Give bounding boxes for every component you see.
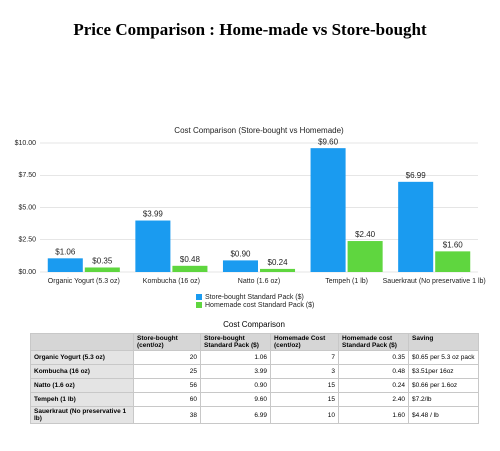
table-title: Cost Comparison — [223, 320, 285, 329]
header-cell: Saving — [408, 333, 479, 351]
table-cell: 20 — [133, 350, 201, 365]
table-cell: 2.40 — [338, 392, 409, 407]
y-tick-label: $2.50 — [18, 237, 36, 244]
legend-label: Store-bought Standard Pack ($) — [205, 294, 304, 301]
table-row: Tempeh (1 lb) 60 9.60 15 2.40 $7.2/lb — [30, 392, 479, 407]
value-label: $9.60 — [318, 137, 339, 146]
table-cell: Kombucha (16 oz) — [30, 364, 134, 379]
table-cell: 0.24 — [338, 378, 409, 393]
table-cell: Natto (1.6 oz) — [30, 378, 134, 393]
y-tick-label: $10.00 — [15, 140, 37, 147]
bar — [310, 148, 346, 272]
table-cell: 1.06 — [200, 350, 271, 365]
page-title: Price Comparison : Home-made vs Store-bo… — [73, 20, 427, 39]
table-cell: $3.51per 16oz — [408, 364, 479, 379]
value-label: $3.99 — [143, 210, 164, 219]
table-cell: 25 — [133, 364, 201, 379]
value-label: $0.48 — [180, 255, 201, 264]
table-cell: 1.60 — [338, 406, 409, 424]
x-tick-label: Kombucha (16 oz) — [143, 278, 200, 285]
table-cell: $0.65 per 5.3 oz pack — [408, 350, 479, 365]
bar — [47, 258, 83, 272]
bar — [84, 267, 120, 272]
header-cell: Store-bought Standard Pack ($) — [200, 333, 271, 351]
table-cell: $7.2/lb — [408, 392, 479, 407]
x-tick-label: Natto (1.6 oz) — [238, 278, 280, 285]
y-tick-label: $5.00 — [18, 204, 36, 211]
bar — [435, 251, 471, 272]
header-cell — [30, 333, 134, 351]
table-cell: 15 — [270, 378, 339, 393]
bar — [172, 265, 208, 272]
table-cell: 60 — [133, 392, 201, 407]
y-tick-label: $7.50 — [18, 172, 36, 179]
table-cell: 3 — [270, 364, 339, 379]
table-row: Natto (1.6 oz) 56 0.90 15 0.24 $0.66 per 1.6o… — [30, 378, 479, 393]
table-cell: 38 — [133, 406, 201, 424]
x-tick-label: Tempeh (1 lb) — [325, 278, 368, 285]
table-row: Organic Yogurt (5.3 oz) 20 1.06 7 0.35 $0.65 … — [30, 350, 479, 365]
table-cell: Sauerkraut (No preservative 1 lb) — [30, 406, 134, 424]
table-cell: 56 — [133, 378, 201, 393]
legend-label: Homemade cost Standard Pack ($) — [205, 302, 314, 309]
table-cell: $0.66 per 1.6oz — [408, 378, 479, 393]
table-cell: 7 — [270, 350, 339, 365]
bar — [222, 260, 258, 272]
bar — [135, 220, 171, 272]
header-cell: Homemade cost Standard Pack ($) — [338, 333, 409, 351]
value-label: $0.24 — [268, 258, 289, 267]
chart: Cost Comparison (Store-bought vs Homemad… — [15, 126, 486, 309]
table-cell: 0.48 — [338, 364, 409, 379]
value-label: $2.40 — [355, 230, 376, 239]
value-label: $0.90 — [230, 249, 251, 258]
table-cell: 0.90 — [200, 378, 271, 393]
header-cell: Store-bought (cent/oz) — [133, 333, 201, 351]
table-cell: 15 — [270, 392, 339, 407]
table-row: Kombucha (16 oz) 25 3.99 3 0.48 $3.51per 16oz — [30, 364, 479, 379]
y-tick-label: $0.00 — [18, 269, 36, 276]
header-row: Store-bought (cent/oz) Store-bought Stand… — [30, 333, 479, 351]
chart-title: Cost Comparison (Store-bought vs Homemad… — [174, 126, 344, 135]
table-cell: Organic Yogurt (5.3 oz) — [30, 350, 134, 365]
bar — [347, 241, 383, 272]
value-label: $1.60 — [443, 240, 464, 249]
value-label: $0.35 — [92, 257, 113, 266]
table-cell: $4.48 / lb — [408, 406, 479, 424]
table-cell: 9.60 — [200, 392, 271, 407]
table-row: Sauerkraut (No preservative 1 lb) 38 6.99 1… — [30, 406, 479, 424]
table: Store-bought (cent/oz) Store-bought Stand… — [30, 333, 479, 424]
table-cell: 6.99 — [200, 406, 271, 424]
bar — [398, 181, 434, 272]
table-cell: 10 — [270, 406, 339, 424]
header-cell: Homemade Cost (cent/oz) — [270, 333, 339, 351]
table-cell: 0.35 — [338, 350, 409, 365]
x-tick-label: Sauerkraut (No preservative 1 lb) — [383, 278, 486, 285]
legend-swatch — [196, 302, 202, 308]
value-label: $6.99 — [406, 171, 427, 180]
legend-swatch — [196, 294, 202, 300]
table-cell: 3.99 — [200, 364, 271, 379]
x-tick-label: Organic Yogurt (5.3 oz) — [48, 278, 120, 285]
value-label: $1.06 — [55, 247, 76, 256]
table-cell: Tempeh (1 lb) — [30, 392, 134, 407]
bar — [260, 268, 296, 272]
